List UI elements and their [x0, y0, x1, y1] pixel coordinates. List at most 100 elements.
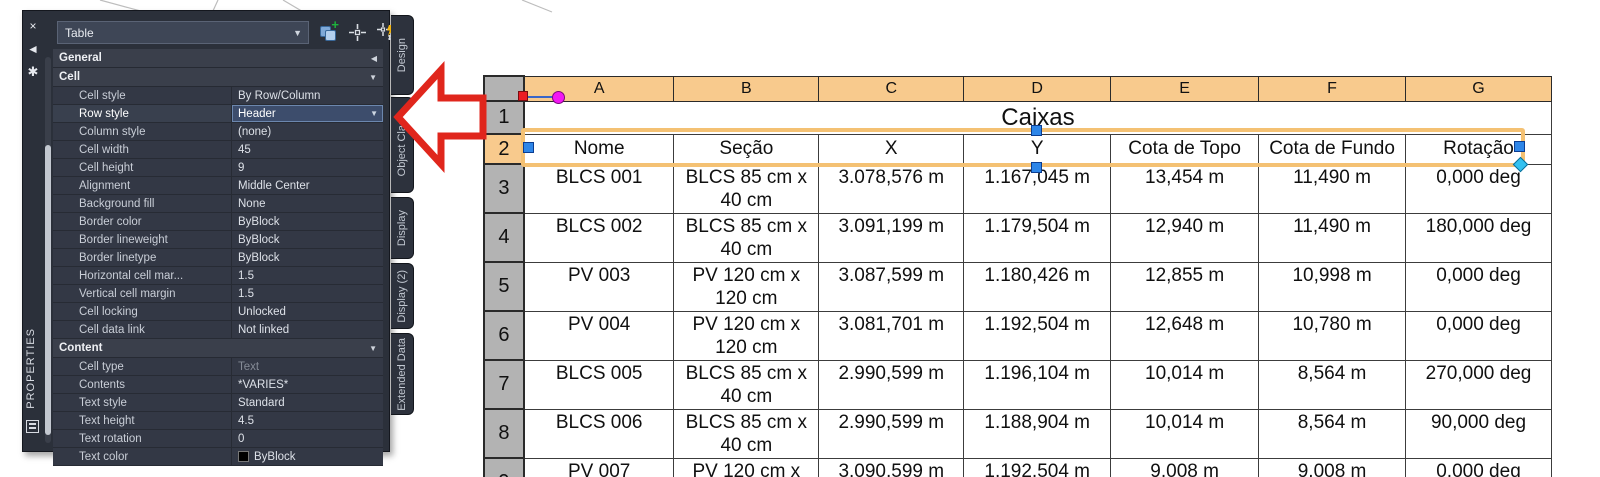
table-cell[interactable]: 8,564 m: [1258, 359, 1407, 410]
table-cell[interactable]: 10,014 m: [1110, 359, 1260, 410]
property-row-background-fill[interactable]: Background fill None: [53, 195, 383, 213]
table-cell[interactable]: BLCS 006: [523, 408, 675, 459]
row-number-3[interactable]: 3: [483, 163, 525, 214]
table-cell[interactable]: 0,000 deg: [1405, 457, 1552, 477]
property-value[interactable]: Not linked: [238, 323, 290, 336]
table-cell[interactable]: 1.188,904 m: [963, 408, 1112, 459]
property-value[interactable]: ByBlock: [238, 251, 280, 264]
row-number-9[interactable]: 9: [483, 457, 525, 477]
grip-blue-col-top[interactable]: [1031, 125, 1042, 136]
property-row-border-color[interactable]: Border color ByBlock: [53, 213, 383, 231]
table-cell[interactable]: BLCS 002: [523, 212, 675, 263]
property-value[interactable]: 9: [238, 161, 245, 174]
table-cell[interactable]: 11,490 m: [1258, 212, 1407, 263]
property-value[interactable]: 1.5: [238, 287, 254, 300]
table-cell[interactable]: 11,490 m: [1258, 163, 1407, 214]
table-cell[interactable]: PV 007: [523, 457, 675, 477]
table-cell[interactable]: 0,000 deg: [1405, 163, 1552, 214]
property-row-border-linetype[interactable]: Border linetype ByBlock: [53, 249, 383, 267]
grip-blue-row-right[interactable]: [1514, 141, 1525, 152]
table-cell[interactable]: 3.087,599 m: [818, 261, 965, 312]
row-number-8[interactable]: 8: [483, 408, 525, 459]
property-row-cell-style[interactable]: Cell style By Row/Column: [53, 87, 383, 105]
table-cell[interactable]: 9,008 m: [1258, 457, 1407, 477]
property-value[interactable]: (none): [238, 125, 272, 138]
table-cell[interactable]: 1.192,504 m: [963, 310, 1112, 361]
row-style-dropdown[interactable]: Header ▼: [232, 105, 383, 122]
row-number-7[interactable]: 7: [483, 359, 525, 410]
table-cell[interactable]: 3.091,199 m: [818, 212, 965, 263]
property-row-horizontal-cell-mar[interactable]: Horizontal cell mar... 1.5: [53, 267, 383, 285]
property-value[interactable]: 4.5: [238, 414, 254, 427]
palette-tab-design[interactable]: Design: [391, 15, 414, 95]
table-cell[interactable]: PV 003: [523, 261, 675, 312]
property-value[interactable]: ByBlock: [238, 233, 280, 246]
property-value[interactable]: *VARIES*: [238, 378, 289, 391]
property-row-text-height[interactable]: Text height 4.5: [53, 412, 383, 430]
table-cell[interactable]: 2.990,599 m: [818, 359, 965, 410]
header-cell-nome[interactable]: Nome: [523, 133, 675, 165]
row-number-4[interactable]: 4: [483, 212, 525, 263]
property-row-border-lineweight[interactable]: Border lineweight ByBlock: [53, 231, 383, 249]
column-header-e[interactable]: E: [1110, 75, 1260, 102]
property-value[interactable]: None: [238, 197, 266, 210]
table-cell[interactable]: 3.090,599 m: [818, 457, 965, 477]
table-cell[interactable]: PV 120 cm x 120 cm: [673, 310, 820, 361]
table-cell[interactable]: BLCS 85 cm x 40 cm: [673, 212, 820, 263]
property-value[interactable]: 45: [238, 143, 251, 156]
table-cell[interactable]: PV 004: [523, 310, 675, 361]
property-row-row-style[interactable]: Row style Header ▼: [53, 105, 383, 123]
property-row-cell-type[interactable]: Cell type Text: [53, 358, 383, 376]
table-cell[interactable]: 1.179,504 m: [963, 212, 1112, 263]
grip-blue-col-bottom[interactable]: [1031, 162, 1042, 173]
row-number-6[interactable]: 6: [483, 310, 525, 361]
settings-icon[interactable]: ✱: [27, 64, 39, 79]
palette-tab-display[interactable]: Display: [391, 197, 414, 259]
table-cell[interactable]: 3.078,576 m: [818, 163, 965, 214]
property-row-contents[interactable]: Contents *VARIES*: [53, 376, 383, 394]
property-value[interactable]: ByBlock: [238, 215, 280, 228]
column-header-d[interactable]: D: [963, 75, 1112, 102]
table-cell[interactable]: 13,454 m: [1110, 163, 1260, 214]
table-cell[interactable]: 270,000 deg: [1405, 359, 1552, 410]
property-value[interactable]: Standard: [238, 396, 285, 409]
property-row-text-rotation[interactable]: Text rotation 0: [53, 430, 383, 448]
table-cell[interactable]: 12,940 m: [1110, 212, 1260, 263]
chevron-down-icon[interactable]: ▼: [369, 72, 377, 82]
object-type-selector[interactable]: Table ▼: [57, 21, 309, 44]
header-cell-x[interactable]: X: [818, 133, 965, 165]
header-cell-rota-o[interactable]: Rotação: [1405, 133, 1552, 165]
table-cell[interactable]: 0,000 deg: [1405, 261, 1552, 312]
section-header-general[interactable]: General ◀: [53, 49, 383, 68]
table-cell[interactable]: PV 120 cm x 120 cm: [673, 261, 820, 312]
column-header-b[interactable]: B: [673, 75, 820, 102]
row-number-2[interactable]: 2: [483, 133, 525, 165]
property-value[interactable]: Unlocked: [238, 305, 286, 318]
property-value[interactable]: ByBlock: [232, 448, 383, 465]
property-value[interactable]: Middle Center: [238, 179, 310, 192]
auto-hide-icon[interactable]: ◄: [27, 42, 39, 56]
toggle-pickadd-icon[interactable]: +: [317, 17, 339, 42]
table-cell[interactable]: 90,000 deg: [1405, 408, 1552, 459]
property-row-text-color[interactable]: Text color ByBlock: [53, 448, 383, 466]
property-row-cell-locking[interactable]: Cell locking Unlocked: [53, 303, 383, 321]
palette-scrollbar[interactable]: [45, 57, 51, 443]
row-number-5[interactable]: 5: [483, 261, 525, 312]
column-header-f[interactable]: F: [1258, 75, 1407, 102]
property-value[interactable]: Text: [238, 360, 260, 373]
header-cell-se-o[interactable]: Seção: [673, 133, 820, 165]
property-row-cell-width[interactable]: Cell width 45: [53, 141, 383, 159]
section-header-content[interactable]: Content ▼: [53, 339, 383, 358]
property-value[interactable]: Header ▼: [232, 105, 383, 122]
grip-magenta-circle[interactable]: [552, 91, 565, 104]
section-header-cell[interactable]: Cell ▼: [53, 68, 383, 87]
palette-tab-extended-data[interactable]: Extended Data: [391, 333, 414, 415]
palette-menu-icon[interactable]: [26, 420, 39, 433]
property-value[interactable]: 0: [238, 432, 245, 445]
table-cell[interactable]: 1.192,504 m: [963, 457, 1112, 477]
table-cell[interactable]: 3.081,701 m: [818, 310, 965, 361]
header-cell-cota-de-fundo[interactable]: Cota de Fundo: [1258, 133, 1407, 165]
column-header-g[interactable]: G: [1405, 75, 1552, 102]
table-corner-cell[interactable]: [483, 75, 525, 102]
property-value[interactable]: By Row/Column: [238, 89, 321, 102]
